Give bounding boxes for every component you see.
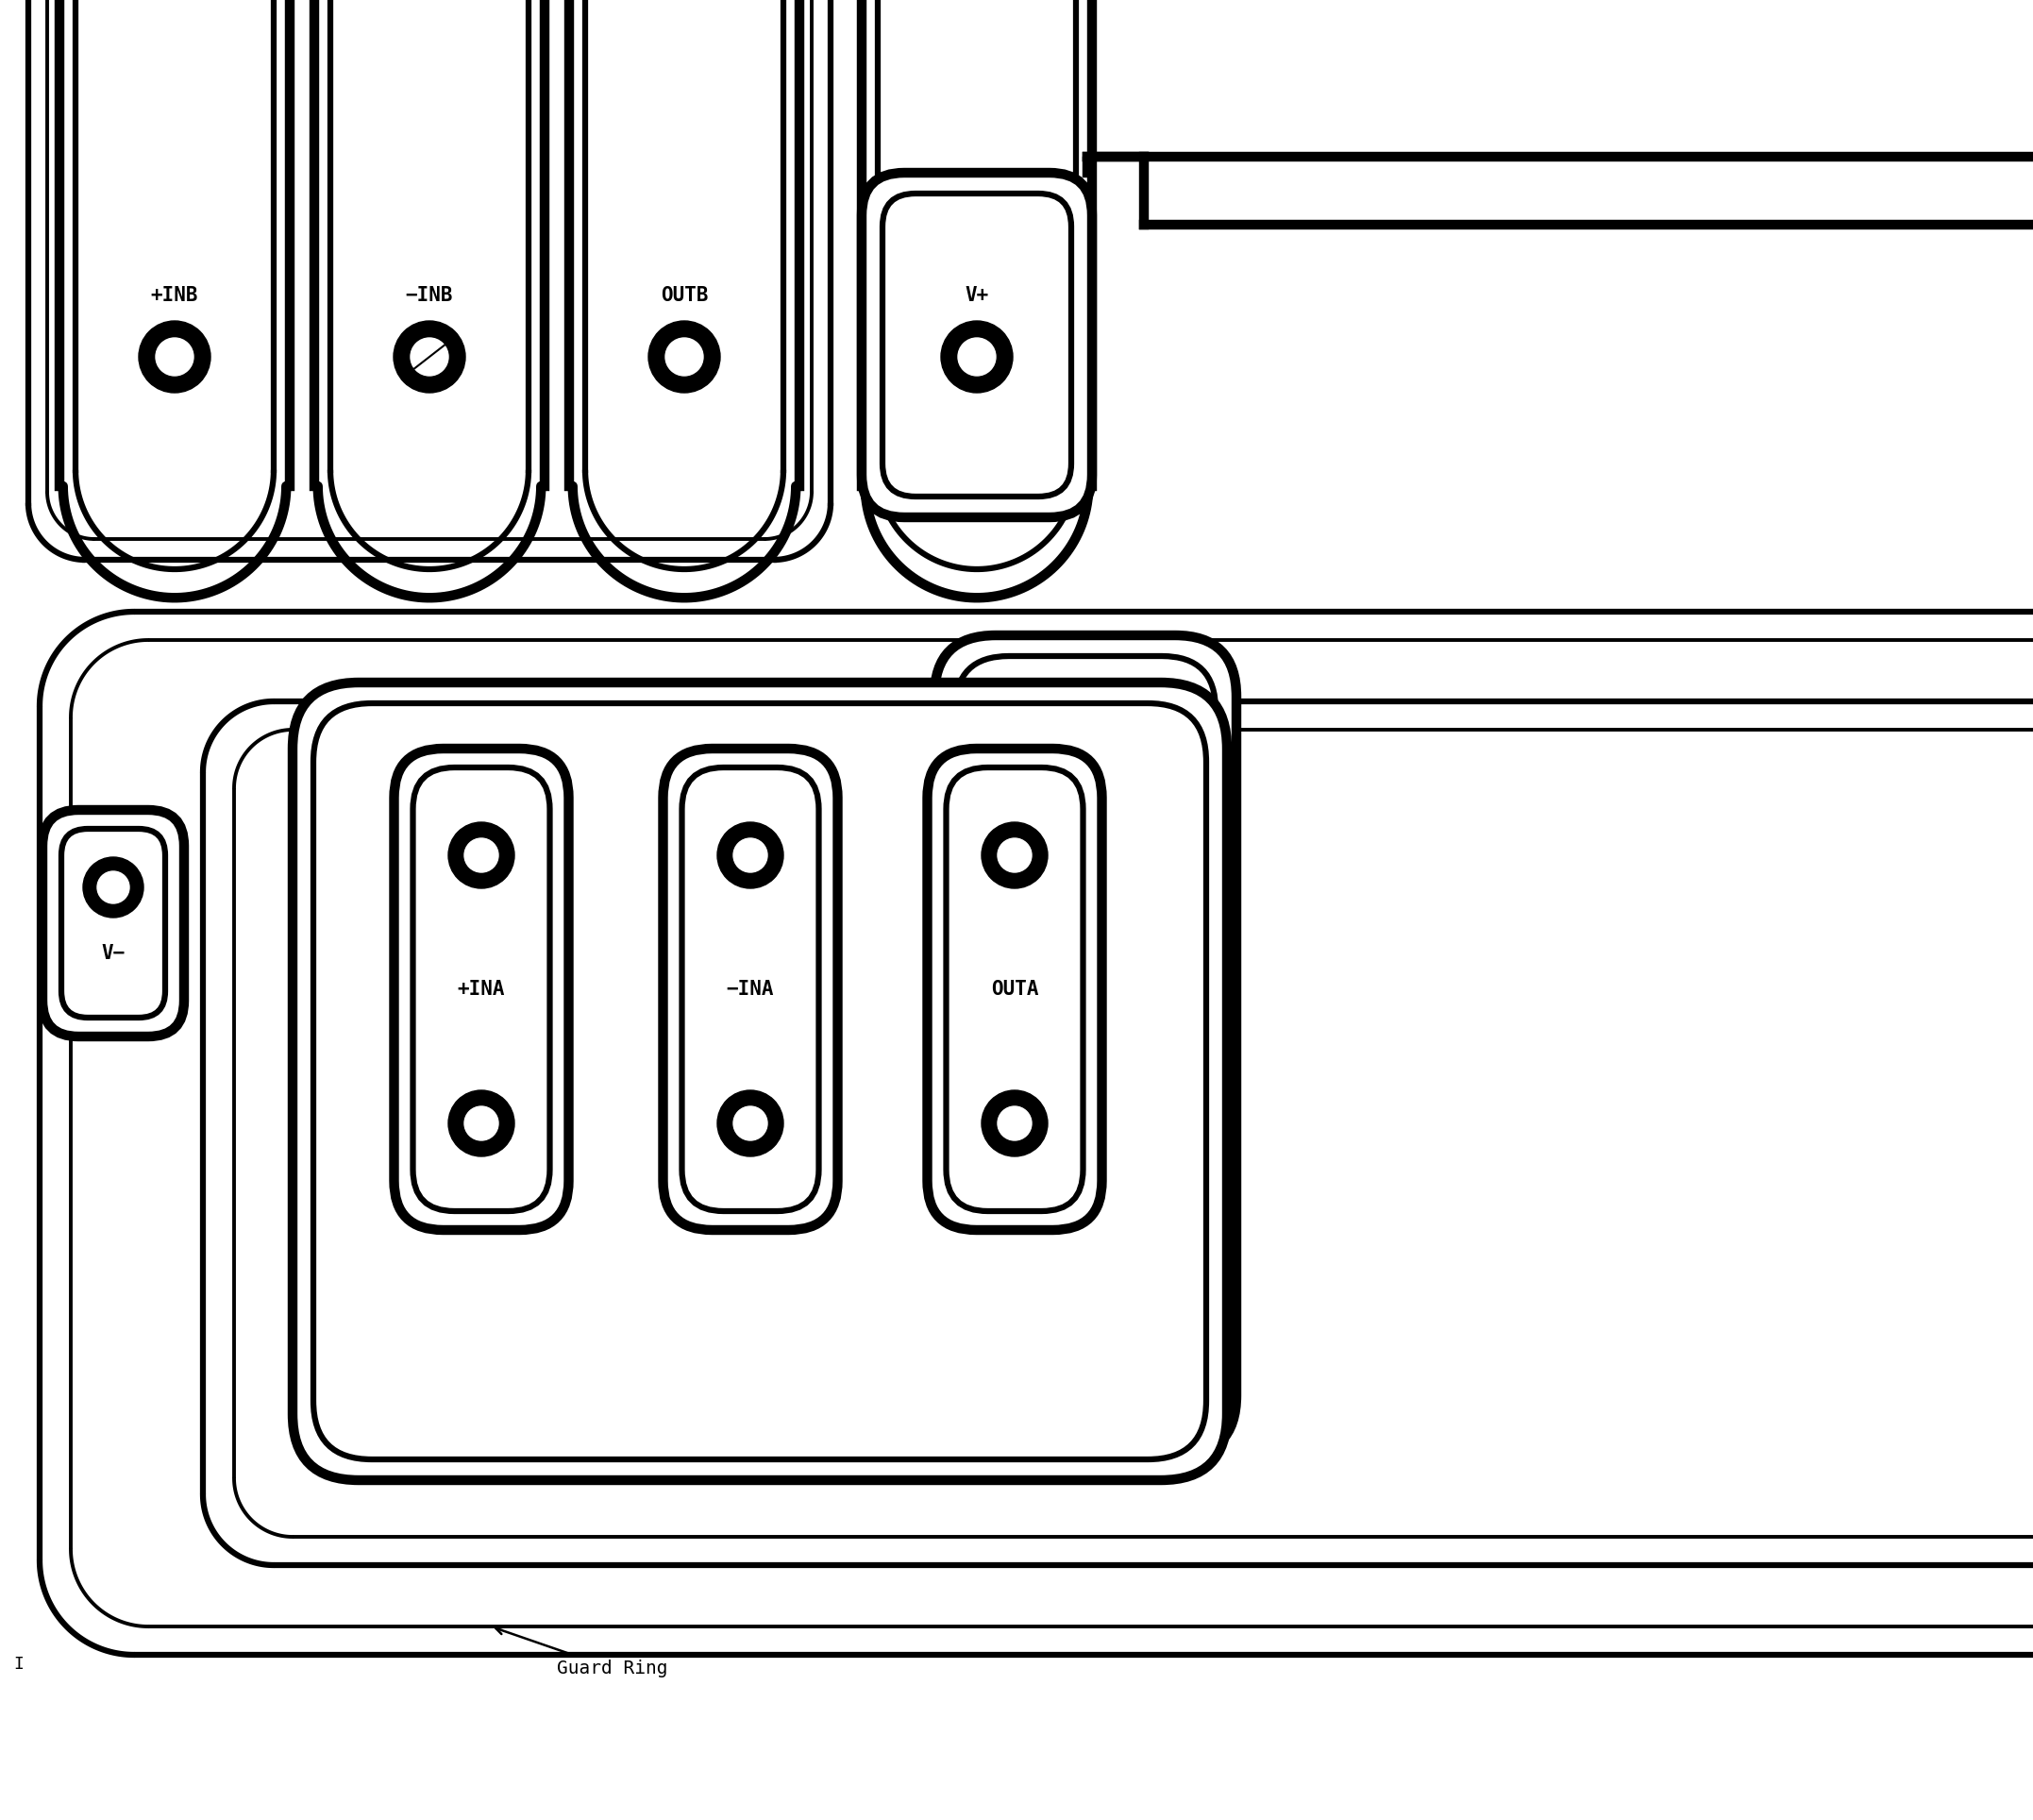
- FancyBboxPatch shape: [882, 193, 1071, 497]
- Circle shape: [941, 320, 1012, 393]
- Text: +INA: +INA: [457, 979, 504, 999]
- Text: −INA: −INA: [726, 979, 775, 999]
- Circle shape: [734, 1107, 766, 1141]
- Text: V+: V+: [966, 286, 988, 306]
- Text: OUTA: OUTA: [990, 979, 1039, 999]
- Text: Guard Ring: Guard Ring: [496, 1627, 667, 1678]
- Text: −INB: −INB: [407, 286, 453, 306]
- FancyBboxPatch shape: [945, 768, 1084, 1210]
- FancyBboxPatch shape: [413, 768, 549, 1210]
- FancyBboxPatch shape: [927, 748, 1102, 1230]
- Circle shape: [464, 839, 498, 872]
- Circle shape: [718, 1090, 783, 1156]
- Circle shape: [157, 339, 193, 375]
- Circle shape: [449, 1090, 514, 1156]
- Circle shape: [998, 1107, 1031, 1141]
- FancyBboxPatch shape: [313, 703, 1206, 1460]
- Circle shape: [998, 839, 1031, 872]
- Circle shape: [98, 872, 130, 903]
- Circle shape: [464, 1107, 498, 1141]
- Text: OUTB: OUTB: [661, 286, 707, 306]
- Circle shape: [138, 320, 211, 393]
- FancyBboxPatch shape: [935, 635, 1236, 1456]
- Circle shape: [982, 1090, 1047, 1156]
- Circle shape: [982, 823, 1047, 888]
- Text: V−: V−: [102, 945, 126, 963]
- FancyBboxPatch shape: [61, 828, 165, 1017]
- Circle shape: [958, 339, 996, 375]
- Circle shape: [665, 339, 703, 375]
- FancyBboxPatch shape: [862, 173, 1092, 517]
- Text: I: I: [14, 1656, 24, 1673]
- Circle shape: [411, 339, 449, 375]
- FancyBboxPatch shape: [394, 748, 569, 1230]
- FancyBboxPatch shape: [956, 655, 1216, 1436]
- Circle shape: [449, 823, 514, 888]
- FancyBboxPatch shape: [663, 748, 838, 1230]
- Circle shape: [394, 320, 466, 393]
- Text: +INB: +INB: [150, 286, 199, 306]
- FancyBboxPatch shape: [293, 682, 1228, 1480]
- Circle shape: [649, 320, 720, 393]
- FancyBboxPatch shape: [681, 768, 819, 1210]
- Circle shape: [734, 839, 766, 872]
- Circle shape: [83, 857, 144, 917]
- FancyBboxPatch shape: [43, 810, 185, 1037]
- Circle shape: [718, 823, 783, 888]
